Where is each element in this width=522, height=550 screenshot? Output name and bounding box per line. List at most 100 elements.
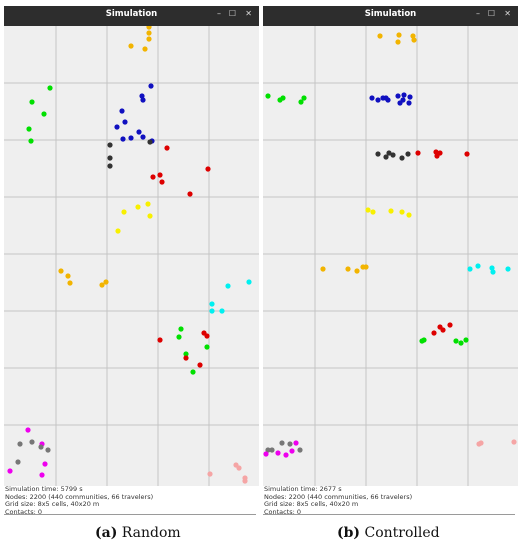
node-dot xyxy=(7,468,13,474)
node-dot xyxy=(67,280,73,286)
node-dot xyxy=(405,151,411,157)
node-dot xyxy=(383,95,389,101)
simulation-canvas xyxy=(263,26,518,488)
close-icon[interactable]: ✕ xyxy=(504,9,511,18)
node-dot xyxy=(122,119,128,125)
node-dot xyxy=(475,263,481,269)
status-panel: Simulation time: 5799 s Nodes: 2200 (440… xyxy=(4,485,260,516)
node-dot xyxy=(401,92,407,98)
node-dot xyxy=(388,208,394,214)
status-divider xyxy=(263,514,515,515)
node-dot xyxy=(399,155,405,161)
status-divider xyxy=(4,514,256,515)
grid-size: Grid size: 8x5 cells, 40x20 m xyxy=(264,500,359,509)
node-dot xyxy=(219,308,225,314)
node-dot xyxy=(458,340,464,346)
node-dot xyxy=(164,145,170,151)
node-dot xyxy=(47,85,53,91)
node-dot xyxy=(45,447,51,453)
node-dot xyxy=(147,213,153,219)
maximize-icon[interactable]: ☐ xyxy=(228,9,236,18)
title-bar[interactable]: Simulation – ☐ ✕ xyxy=(263,6,518,26)
node-dot xyxy=(280,95,286,101)
node-dot xyxy=(119,108,125,114)
node-dot xyxy=(209,301,215,307)
simulation-time: Simulation time: 5799 s xyxy=(5,485,83,493)
node-dot xyxy=(41,111,47,117)
node-dot xyxy=(263,451,269,457)
node-dot xyxy=(375,97,381,103)
window-title: Simulation xyxy=(105,9,158,19)
node-dot xyxy=(246,279,252,285)
node-dot xyxy=(183,355,189,361)
node-dot xyxy=(478,440,484,446)
caption-text: Random xyxy=(117,525,181,541)
node-dot xyxy=(197,362,203,368)
node-dot xyxy=(421,337,427,343)
node-dot xyxy=(434,153,440,159)
contacts-count: Contacts: 0 xyxy=(264,507,302,516)
node-dot xyxy=(139,93,145,99)
node-dot xyxy=(148,83,154,89)
node-dot xyxy=(375,151,381,157)
node-dot xyxy=(25,427,31,433)
title-bar[interactable]: Simulation – ☐ ✕ xyxy=(4,6,259,26)
node-dot xyxy=(363,264,369,270)
node-dot xyxy=(178,326,184,332)
node-dot xyxy=(183,351,189,357)
nodes-count: Nodes: 2200 (440 communities, 66 travele… xyxy=(264,492,413,501)
node-dot xyxy=(453,338,459,344)
node-dot xyxy=(489,265,495,271)
caption-letter: (a) xyxy=(95,525,118,541)
node-dot xyxy=(146,36,152,42)
node-dot xyxy=(406,100,412,106)
nodes-count: Nodes: 2200 (440 communities, 66 travele… xyxy=(5,492,154,501)
node-dot xyxy=(29,99,35,105)
node-dot xyxy=(395,39,401,45)
node-dot xyxy=(265,447,271,453)
maximize-icon[interactable]: ☐ xyxy=(487,9,495,18)
minimize-icon[interactable]: – xyxy=(476,9,480,18)
node-dot xyxy=(411,37,417,43)
contacts-count: Contacts: 0 xyxy=(5,507,43,516)
simulation-grid xyxy=(263,26,518,488)
node-dot xyxy=(511,439,517,445)
node-dot xyxy=(135,204,141,210)
node-dot xyxy=(65,273,71,279)
node-dot xyxy=(396,32,402,38)
grid-size: Grid size: 8x5 cells, 40x20 m xyxy=(5,500,100,509)
node-dot xyxy=(28,138,34,144)
node-dot xyxy=(128,43,134,49)
node-dot xyxy=(365,207,371,213)
node-dot xyxy=(386,150,392,156)
minimize-icon[interactable]: – xyxy=(217,9,221,18)
node-dot xyxy=(38,444,44,450)
node-dot xyxy=(99,282,105,288)
node-dot xyxy=(395,93,401,99)
node-dot xyxy=(204,344,210,350)
node-dot xyxy=(187,191,193,197)
node-dot xyxy=(490,269,496,275)
node-dot xyxy=(369,95,375,101)
node-dot xyxy=(406,212,412,218)
node-dot xyxy=(399,209,405,215)
node-dot xyxy=(205,166,211,172)
node-dot xyxy=(370,209,376,215)
node-dot xyxy=(121,209,127,215)
status-panel: Simulation time: 2677 s Nodes: 2200 (440… xyxy=(263,485,519,516)
node-dot xyxy=(275,450,281,456)
node-dot xyxy=(140,134,146,140)
node-dot xyxy=(176,334,182,340)
node-dot xyxy=(114,124,120,130)
close-icon[interactable]: ✕ xyxy=(245,9,252,18)
node-dot xyxy=(242,478,248,484)
node-dot xyxy=(390,152,396,158)
node-dot xyxy=(103,279,109,285)
node-dot xyxy=(440,327,446,333)
node-dot xyxy=(26,126,32,132)
node-dot xyxy=(190,369,196,375)
node-dot xyxy=(505,266,511,272)
node-dot xyxy=(42,461,48,467)
node-dot xyxy=(283,452,289,458)
node-dot xyxy=(120,136,126,142)
